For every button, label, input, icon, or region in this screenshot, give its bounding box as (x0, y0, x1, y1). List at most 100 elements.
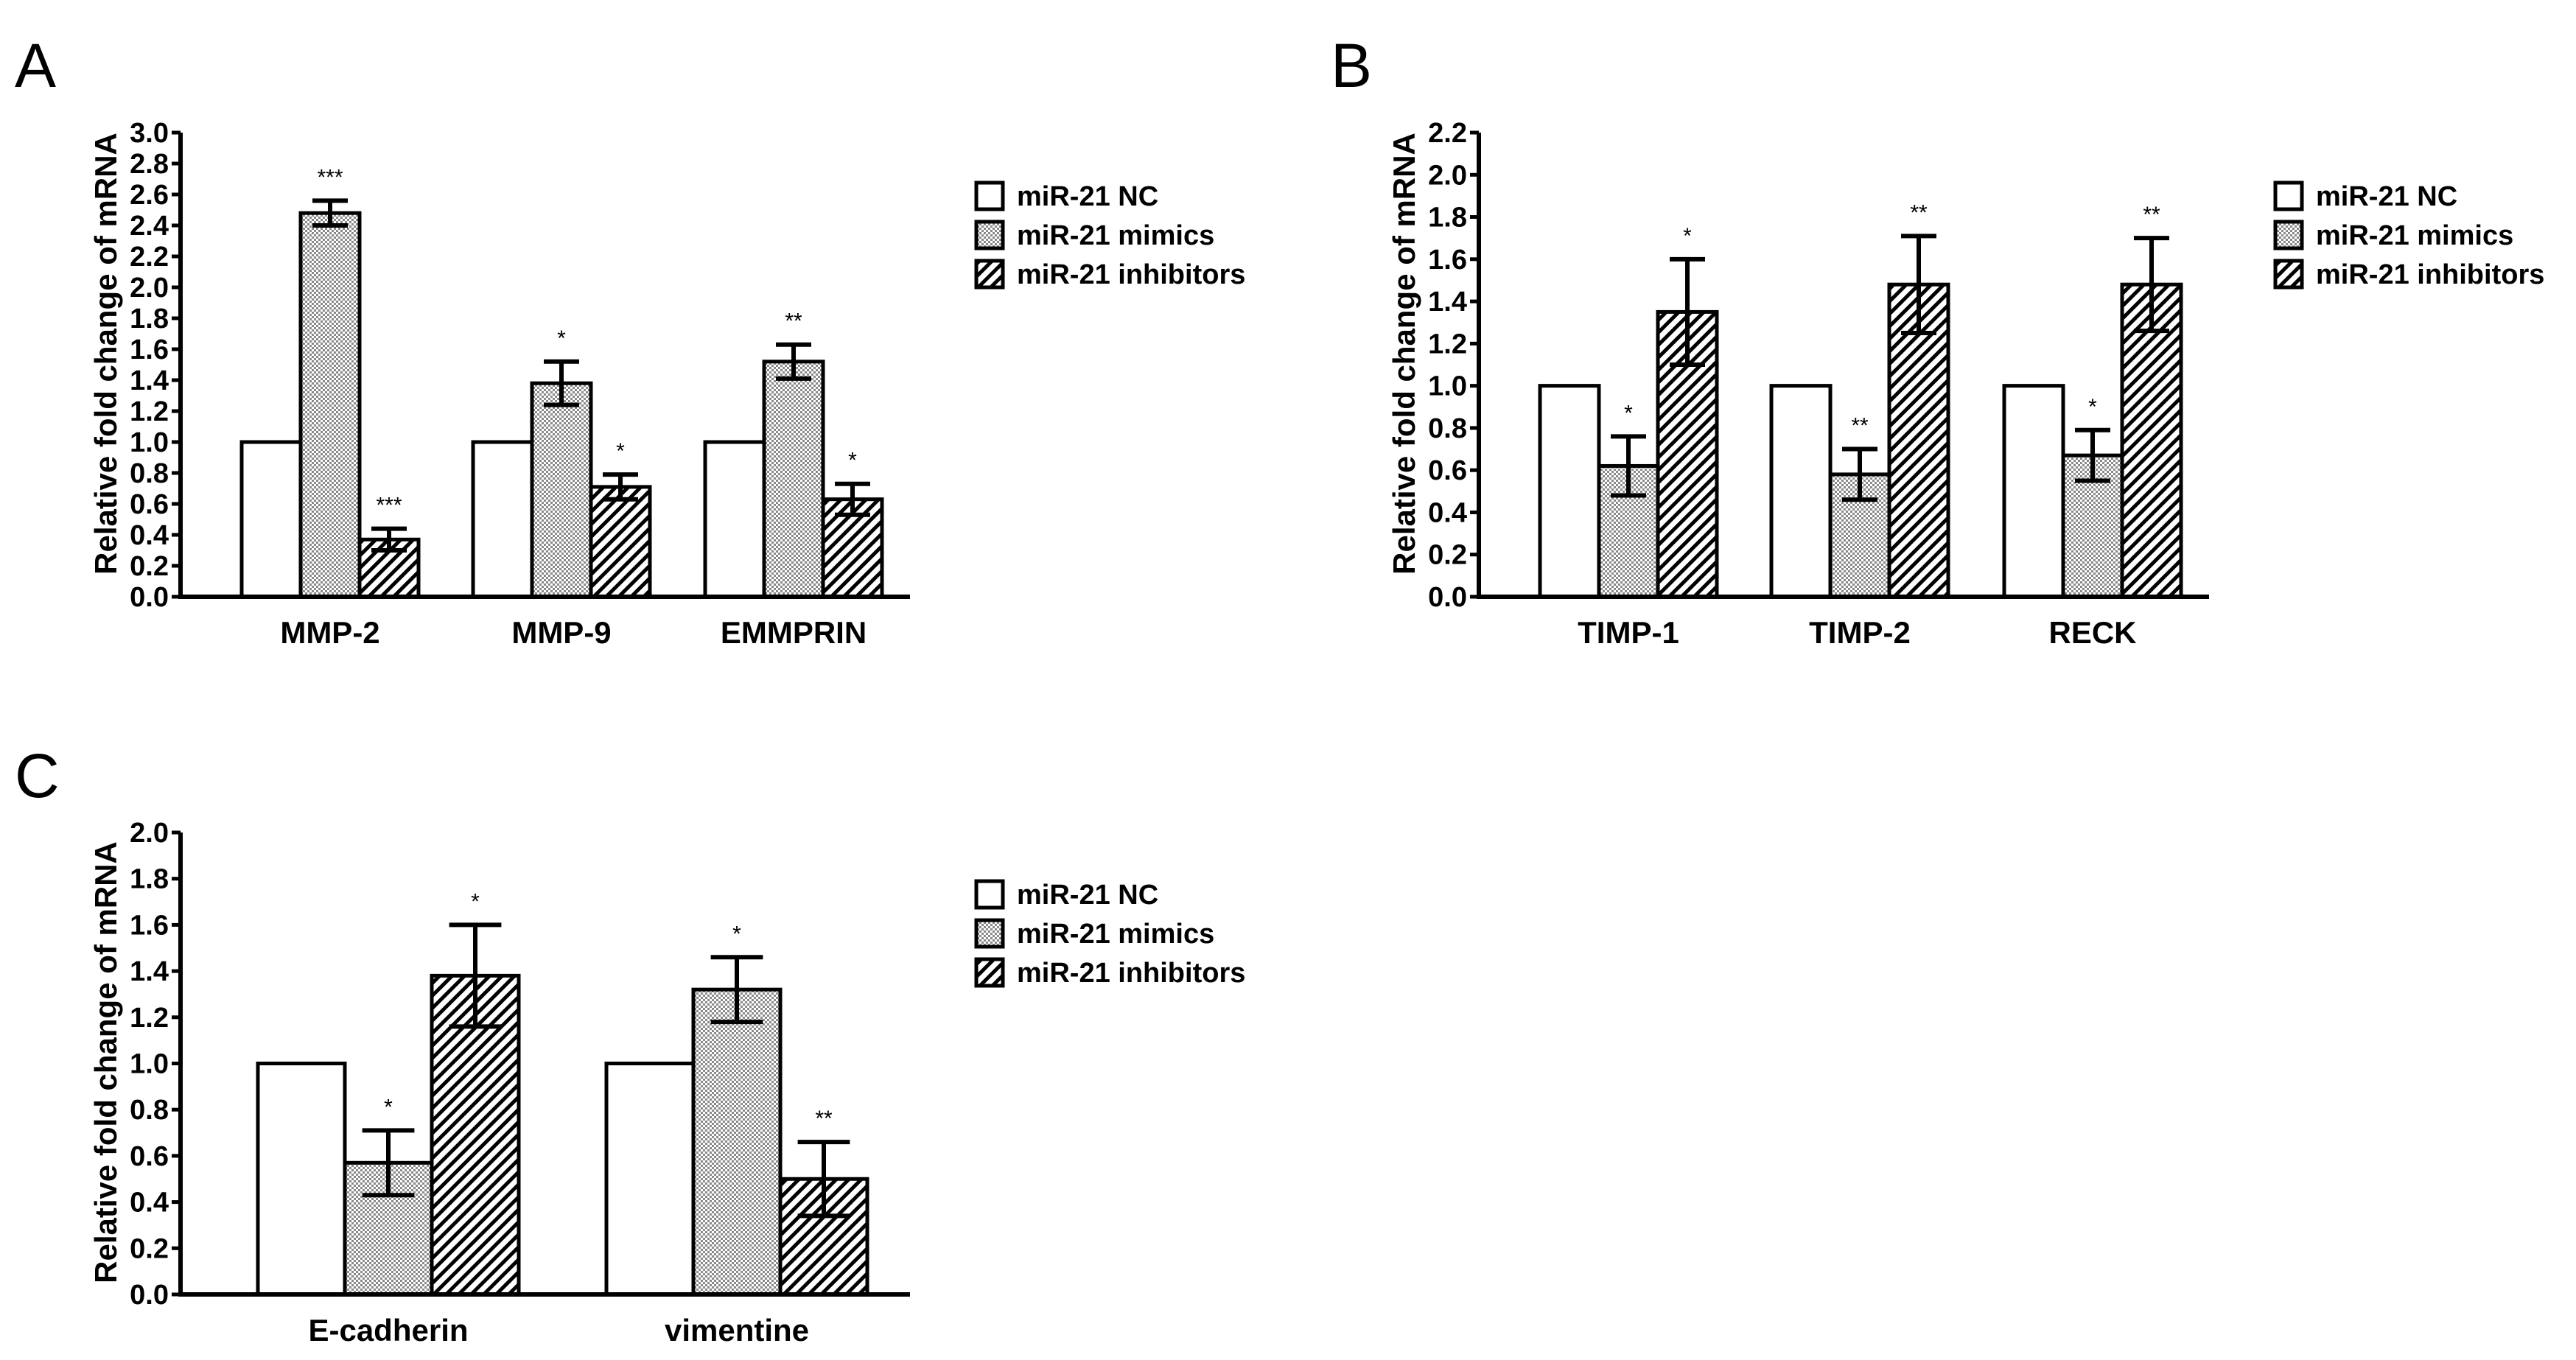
bar-hatch-0 (430, 973, 521, 1297)
y-tick-label: 2.0 (1428, 160, 1467, 191)
legend-swatch-dots (2273, 220, 2304, 250)
legend-swatch-dots (974, 918, 1005, 949)
y-tick-label: 1.0 (1428, 371, 1467, 402)
bar-dots-2 (762, 360, 825, 599)
bar-open-0 (256, 1062, 347, 1297)
category-label: RECK (2048, 615, 2136, 650)
y-tick-label: 0.2 (130, 551, 169, 582)
significance-label: * (616, 439, 625, 463)
category-label: EMMPRIN (721, 615, 867, 650)
legend-label: miR-21 inhibitors (2316, 259, 2544, 290)
significance-label: * (1624, 401, 1633, 425)
significance-label: ** (1910, 200, 1928, 225)
panel-letter-a: A (15, 31, 56, 100)
y-tick-label: 1.6 (1428, 245, 1467, 276)
y-tick-label: 2.6 (130, 180, 169, 211)
legend-swatch-open (2273, 180, 2304, 211)
bar-open-1 (604, 1062, 696, 1297)
y-tick-label: 2.8 (130, 149, 169, 180)
significance-label: * (471, 889, 480, 914)
significance-label: * (1683, 224, 1692, 248)
y-tick-label: 0.4 (1428, 497, 1467, 528)
y-tick-label: 1.6 (130, 910, 169, 941)
legend-label: miR-21 NC (1017, 181, 1158, 212)
y-tick-label: 1.8 (1428, 203, 1467, 234)
panel-letter-c: C (15, 741, 60, 810)
y-axis-label-b: Relative fold change of mRNA (1387, 133, 1421, 575)
bar-hatch-1 (1887, 282, 1950, 599)
y-axis-label-a: Relative fold change of mRNA (88, 133, 123, 575)
legend-swatch-open (974, 879, 1005, 910)
y-tick-label: 1.4 (130, 956, 169, 987)
legend-a: miR-21 NC miR-21 mimics miR-21 inhibitors (974, 180, 1245, 290)
y-axis-label-c: Relative fold change of mRNA (88, 841, 123, 1283)
significance-label: * (848, 449, 857, 473)
significance-label: * (2088, 395, 2097, 419)
bar-open-0 (239, 440, 303, 599)
plot-c: **E-cadherin***vimentine0.00.20.40.60.81… (130, 818, 910, 1347)
category-label: MMP-9 (511, 615, 611, 650)
y-tick-label: 1.6 (130, 334, 169, 365)
y-tick-label: 1.0 (130, 427, 169, 458)
bar-hatch-2 (2120, 282, 2183, 599)
significance-label: *** (317, 165, 343, 189)
significance-label: ** (1851, 414, 1869, 438)
legend-label: miR-21 NC (2316, 181, 2457, 212)
y-tick-label: 0.4 (130, 1188, 169, 1219)
legend-label: miR-21 inhibitors (1017, 259, 1245, 290)
y-tick-label: 3.0 (130, 118, 169, 149)
legend-swatch-hatch (974, 259, 1005, 290)
y-tick-label: 0.0 (130, 582, 169, 613)
legend-b: miR-21 NC miR-21 mimics miR-21 inhibitors (2273, 180, 2544, 290)
significance-label: *** (376, 494, 402, 518)
y-tick-label: 0.2 (130, 1233, 169, 1264)
bar-open-2 (703, 440, 766, 599)
y-tick-label: 1.8 (130, 304, 169, 334)
bar-open-2 (2002, 384, 2065, 599)
bar-dots-0 (298, 211, 362, 599)
y-tick-label: 1.2 (130, 1003, 169, 1034)
significance-label: ** (2143, 203, 2160, 227)
y-tick-label: 2.0 (130, 818, 169, 849)
significance-label: * (384, 1095, 393, 1119)
y-tick-label: 0.6 (1428, 455, 1467, 486)
bar-hatch-1 (589, 485, 652, 599)
bar-open-1 (471, 440, 534, 599)
plot-a: ******MMP-2**MMP-9***EMMPRIN0.00.20.40.6… (130, 118, 910, 650)
y-tick-label: 1.8 (130, 864, 169, 895)
y-tick-label: 0.8 (130, 1095, 169, 1126)
category-label: TIMP-2 (1809, 615, 1911, 650)
y-tick-label: 0.6 (130, 1141, 169, 1172)
y-tick-label: 0.6 (130, 489, 169, 520)
significance-label: ** (815, 1107, 833, 1131)
plot-b: **TIMP-1****TIMP-2***RECK0.00.20.40.60.8… (1428, 118, 2209, 650)
y-tick-label: 2.2 (1428, 118, 1467, 149)
bar-dots-1 (530, 381, 593, 599)
y-tick-label: 1.4 (1428, 287, 1467, 318)
y-tick-label: 2.0 (130, 273, 169, 304)
category-label: vimentine (665, 1313, 809, 1347)
legend-swatch-open (974, 180, 1005, 211)
significance-label: * (732, 922, 741, 946)
bar-dots-1 (691, 987, 783, 1297)
y-tick-label: 0.0 (1428, 582, 1467, 613)
y-tick-label: 0.0 (130, 1280, 169, 1311)
legend-label: miR-21 mimics (1017, 919, 1214, 950)
category-label: TIMP-1 (1578, 615, 1679, 650)
bar-open-0 (1538, 384, 1601, 599)
y-tick-label: 1.0 (130, 1049, 169, 1080)
legend-swatch-dots (974, 220, 1005, 250)
legend-c: miR-21 NC miR-21 mimics miR-21 inhibitors (974, 879, 1245, 989)
legend-label: miR-21 inhibitors (1017, 958, 1245, 989)
y-tick-label: 0.8 (1428, 413, 1467, 444)
legend-swatch-hatch (974, 957, 1005, 988)
panel-letter-b: B (1331, 31, 1372, 100)
y-tick-label: 1.4 (130, 365, 169, 396)
panel-c: C Relative fold change of mRNA **E-cadhe… (15, 741, 1245, 1347)
y-tick-label: 0.2 (1428, 540, 1467, 571)
category-label: E-cadherin (308, 1313, 468, 1347)
y-tick-label: 2.4 (130, 211, 169, 242)
y-tick-label: 0.8 (130, 458, 169, 489)
panel-a: A Relative fold change of mRNA *** *** MMP… (15, 31, 1245, 650)
